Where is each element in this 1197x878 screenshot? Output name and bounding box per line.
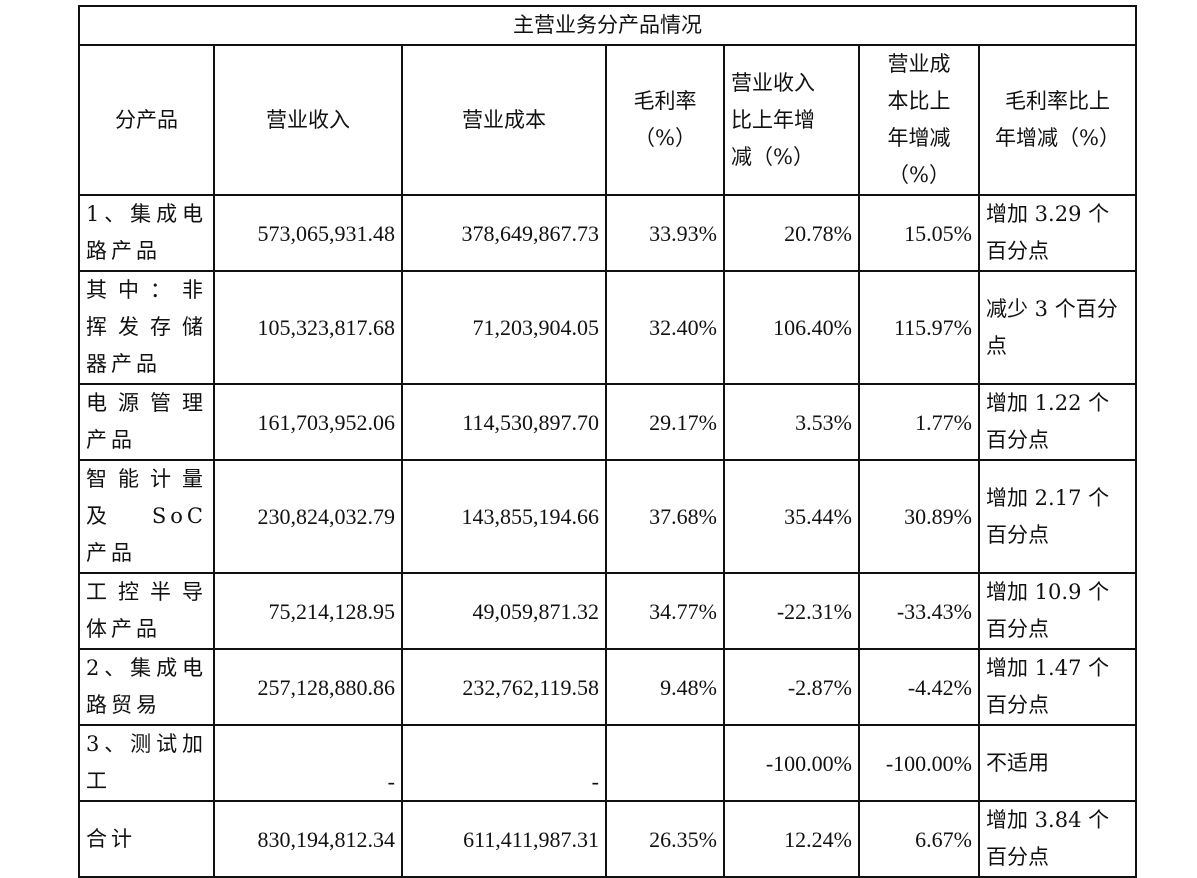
cell-cost-change: -100.00% [858,724,980,802]
cell-gross-margin: 32.40% [605,270,725,385]
cell-cost: 114,530,897.70 [401,383,607,461]
cell-product: 1、集成电路产品 [78,194,215,272]
cell-revenue-change: -100.00% [723,724,860,802]
cell-gross-margin: 29.17% [605,383,725,461]
cell-cost: 611,411,987.31 [401,800,607,878]
cell-revenue: 161,703,952.06 [213,383,403,461]
cell-cost-change: -4.42% [858,648,980,726]
cell-cost: 143,855,194.66 [401,459,607,574]
cell-gross-margin: 34.77% [605,572,725,650]
cell-revenue-change: -2.87% [723,648,860,726]
cell-cost: 232,762,119.58 [401,648,607,726]
cell-product: 其中：非挥发存储器产品 [78,270,215,385]
cell-revenue: 75,214,128.95 [213,572,403,650]
header-revenue-change: 营业收入 比上年增 减（%） [723,44,860,196]
cell-revenue-change: 3.53% [723,383,860,461]
cell-revenue: - [213,724,403,802]
table-row: 智能计量及 SoC 产品 230,824,032.79 143,855,194.66… [78,459,1137,574]
cell-revenue-change: 35.44% [723,459,860,574]
table-row: 1、集成电路产品 573,065,931.48 378,649,867.73 33.9… [78,194,1137,272]
cell-cost-change: 1.77% [858,383,980,461]
cell-cost: 71,203,904.05 [401,270,607,385]
header-revenue: 营业收入 [213,44,403,196]
cell-revenue: 230,824,032.79 [213,459,403,574]
header-product: 分产品 [78,44,215,196]
cell-cost-change: 115.97% [858,270,980,385]
cell-revenue: 573,065,931.48 [213,194,403,272]
cell-margin-change: 增加 3.29 个百分点 [978,194,1137,272]
cell-margin-change: 增加 1.22 个百分点 [978,383,1137,461]
cell-margin-change: 增加 3.84 个百分点 [978,800,1137,878]
cell-revenue-change: 20.78% [723,194,860,272]
cell-cost-change: 15.05% [858,194,980,272]
table-row: 2、集成电路贸易 257,128,880.86 232,762,119.58 9.48… [78,648,1137,726]
cell-revenue-change: -22.31% [723,572,860,650]
cell-gross-margin: 33.93% [605,194,725,272]
table-row: 电源管理产品 161,703,952.06 114,530,897.70 29.17%… [78,383,1137,461]
header-cost: 营业成本 [401,44,607,196]
header-cost-change: 营业成 本比上 年增减 （%） [858,44,980,196]
cell-revenue: 257,128,880.86 [213,648,403,726]
table-row: 3、测试加工 - - -100.00% -100.00% 不适用 [78,724,1137,802]
cell-revenue: 830,194,812.34 [213,800,403,878]
header-margin-change: 毛利率比上 年增减（%） [978,44,1137,196]
product-revenue-table: 主营业务分产品情况 分产品 营业收入 营业成本 毛利率 （%） 营业收入 比上年… [78,5,1137,878]
cell-margin-change: 增加 2.17 个百分点 [978,459,1137,574]
cell-product: 电源管理产品 [78,383,215,461]
table-row: 其中：非挥发存储器产品 105,323,817.68 71,203,904.05 32… [78,270,1137,385]
cell-margin-change: 增加 1.47 个百分点 [978,648,1137,726]
cell-cost-change: 30.89% [858,459,980,574]
cell-cost: 49,059,871.32 [401,572,607,650]
cell-gross-margin: 9.48% [605,648,725,726]
cell-revenue-change: 12.24% [723,800,860,878]
cell-cost-change: -33.43% [858,572,980,650]
cell-product: 合计 [78,800,215,878]
cell-margin-change: 不适用 [978,724,1137,802]
cell-product: 智能计量及 SoC 产品 [78,459,215,574]
cell-product: 工控半导体产品 [78,572,215,650]
cell-product: 2、集成电路贸易 [78,648,215,726]
table-row: 合计 830,194,812.34 611,411,987.31 26.35% 12.2… [78,800,1137,878]
cell-margin-change: 减少 3 个百分点 [978,270,1137,385]
table-title: 主营业务分产品情况 [78,5,1137,46]
table-body: 1、集成电路产品 573,065,931.48 378,649,867.73 33.9… [78,194,1137,878]
table-row: 工控半导体产品 75,214,128.95 49,059,871.32 34.77% -… [78,572,1137,650]
cell-cost: 378,649,867.73 [401,194,607,272]
cell-cost: - [401,724,607,802]
cell-gross-margin: 37.68% [605,459,725,574]
cell-margin-change: 增加 10.9 个百分点 [978,572,1137,650]
cell-cost-change: 6.67% [858,800,980,878]
cell-revenue-change: 106.40% [723,270,860,385]
header-gross-margin: 毛利率 （%） [605,44,725,196]
cell-product: 3、测试加工 [78,724,215,802]
cell-gross-margin: 26.35% [605,800,725,878]
cell-gross-margin [605,724,725,802]
cell-revenue: 105,323,817.68 [213,270,403,385]
